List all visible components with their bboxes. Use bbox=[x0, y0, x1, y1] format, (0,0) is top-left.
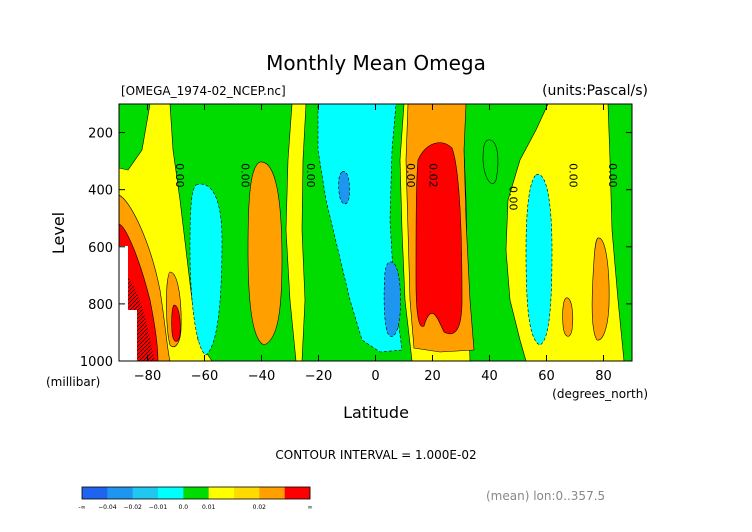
y-tick-label: 400 bbox=[88, 184, 113, 199]
region-red-tropics bbox=[415, 142, 463, 335]
region-orange-north-small bbox=[562, 297, 574, 337]
x-tick-label: 0 bbox=[371, 369, 379, 384]
colorbar-label: −0.02 bbox=[123, 504, 142, 511]
contour-label: 0.00 bbox=[239, 163, 252, 188]
region-orange-southern bbox=[247, 161, 283, 346]
units-label: (units:Pascal/s) bbox=[542, 83, 648, 99]
contour-interval-note: CONTOUR INTERVAL = 1.000E-02 bbox=[275, 448, 476, 462]
region-missing-data bbox=[119, 246, 137, 361]
x-tick-label: 80 bbox=[595, 369, 612, 384]
contour-label: 0.00 bbox=[304, 163, 317, 188]
region-green-north-edge bbox=[607, 104, 632, 361]
region-orange-north bbox=[591, 237, 610, 341]
x-tick-label: −40 bbox=[248, 369, 275, 384]
y-tick-label: 600 bbox=[88, 241, 113, 256]
contour-labels-layer: 0.00 0.00 0.00 0.00 0.02 0.00 0.00 0.00 bbox=[173, 163, 619, 210]
colorbar-bin bbox=[208, 487, 235, 499]
region-blue-high bbox=[338, 171, 350, 205]
colorbar-label: -∞ bbox=[78, 504, 85, 511]
colorbar-label: ∞ bbox=[308, 504, 313, 511]
region-red-south-small bbox=[171, 304, 181, 342]
region-green-northern-midlat bbox=[461, 104, 549, 361]
region-cyan-tropics bbox=[317, 104, 403, 353]
x-axis: −80 −60 −40 −20 0 20 40 60 80 bbox=[134, 104, 612, 384]
y-axis-label: Level bbox=[49, 212, 68, 254]
region-hatch bbox=[124, 272, 154, 361]
x-unit-label: (degrees_north) bbox=[552, 387, 648, 401]
colorbar-frame bbox=[81, 486, 311, 500]
colorbar-bin bbox=[259, 487, 285, 499]
y-tick-label: 800 bbox=[88, 298, 113, 313]
x-axis-label: Latitude bbox=[343, 403, 409, 422]
contour-label: 0.00 bbox=[173, 163, 186, 188]
colorbar-bin bbox=[234, 487, 260, 499]
contour-label: 0.02 bbox=[427, 163, 440, 188]
chart-title: Monthly Mean Omega bbox=[266, 51, 486, 75]
colorbar: -∞ −0.04 −0.02 −0.01 0.0 0.01 0.02 ∞ bbox=[78, 486, 313, 511]
colorbar-label: −0.01 bbox=[149, 504, 168, 511]
x-tick-label: 40 bbox=[481, 369, 498, 384]
colorbar-bin bbox=[284, 487, 311, 499]
y-axis: 200 400 600 800 1000 bbox=[80, 127, 632, 370]
y-tick-label: 200 bbox=[88, 127, 113, 142]
colorbar-bin bbox=[82, 487, 108, 499]
colorbar-label: −0.04 bbox=[98, 504, 117, 511]
contour-label: 0.00 bbox=[404, 163, 417, 188]
colorbar-label: 0.0 bbox=[179, 504, 189, 511]
x-tick-label: −20 bbox=[305, 369, 332, 384]
colorbar-bin bbox=[158, 487, 184, 499]
x-tick-label: −80 bbox=[134, 369, 161, 384]
y-tick-label: 1000 bbox=[80, 355, 113, 370]
x-tick-label: 20 bbox=[424, 369, 441, 384]
colorbar-bin bbox=[107, 487, 133, 499]
colorbar-label: 0.02 bbox=[253, 504, 267, 511]
region-green-blob-high bbox=[482, 139, 499, 184]
contour-label: 0.00 bbox=[566, 163, 579, 188]
y-unit-label: (millibar) bbox=[46, 375, 100, 389]
colorbar-label: 0.01 bbox=[202, 504, 216, 511]
region-cyan-northern bbox=[525, 174, 553, 346]
region-cyan-southern bbox=[189, 183, 223, 356]
colorbar-bin bbox=[183, 487, 209, 499]
contour-field bbox=[119, 104, 632, 361]
x-tick-label: 60 bbox=[538, 369, 555, 384]
x-tick-label: −60 bbox=[191, 369, 218, 384]
colorbar-bin bbox=[132, 487, 159, 499]
mean-note: (mean) lon:0..357.5 bbox=[486, 489, 605, 503]
region-green-south-edge bbox=[119, 104, 151, 171]
contour-label: 0.00 bbox=[606, 163, 619, 188]
file-label: [OMEGA_1974-02_NCEP.nc] bbox=[121, 84, 286, 98]
contour-label: 0.00 bbox=[506, 186, 519, 211]
region-blue-low bbox=[383, 261, 401, 337]
